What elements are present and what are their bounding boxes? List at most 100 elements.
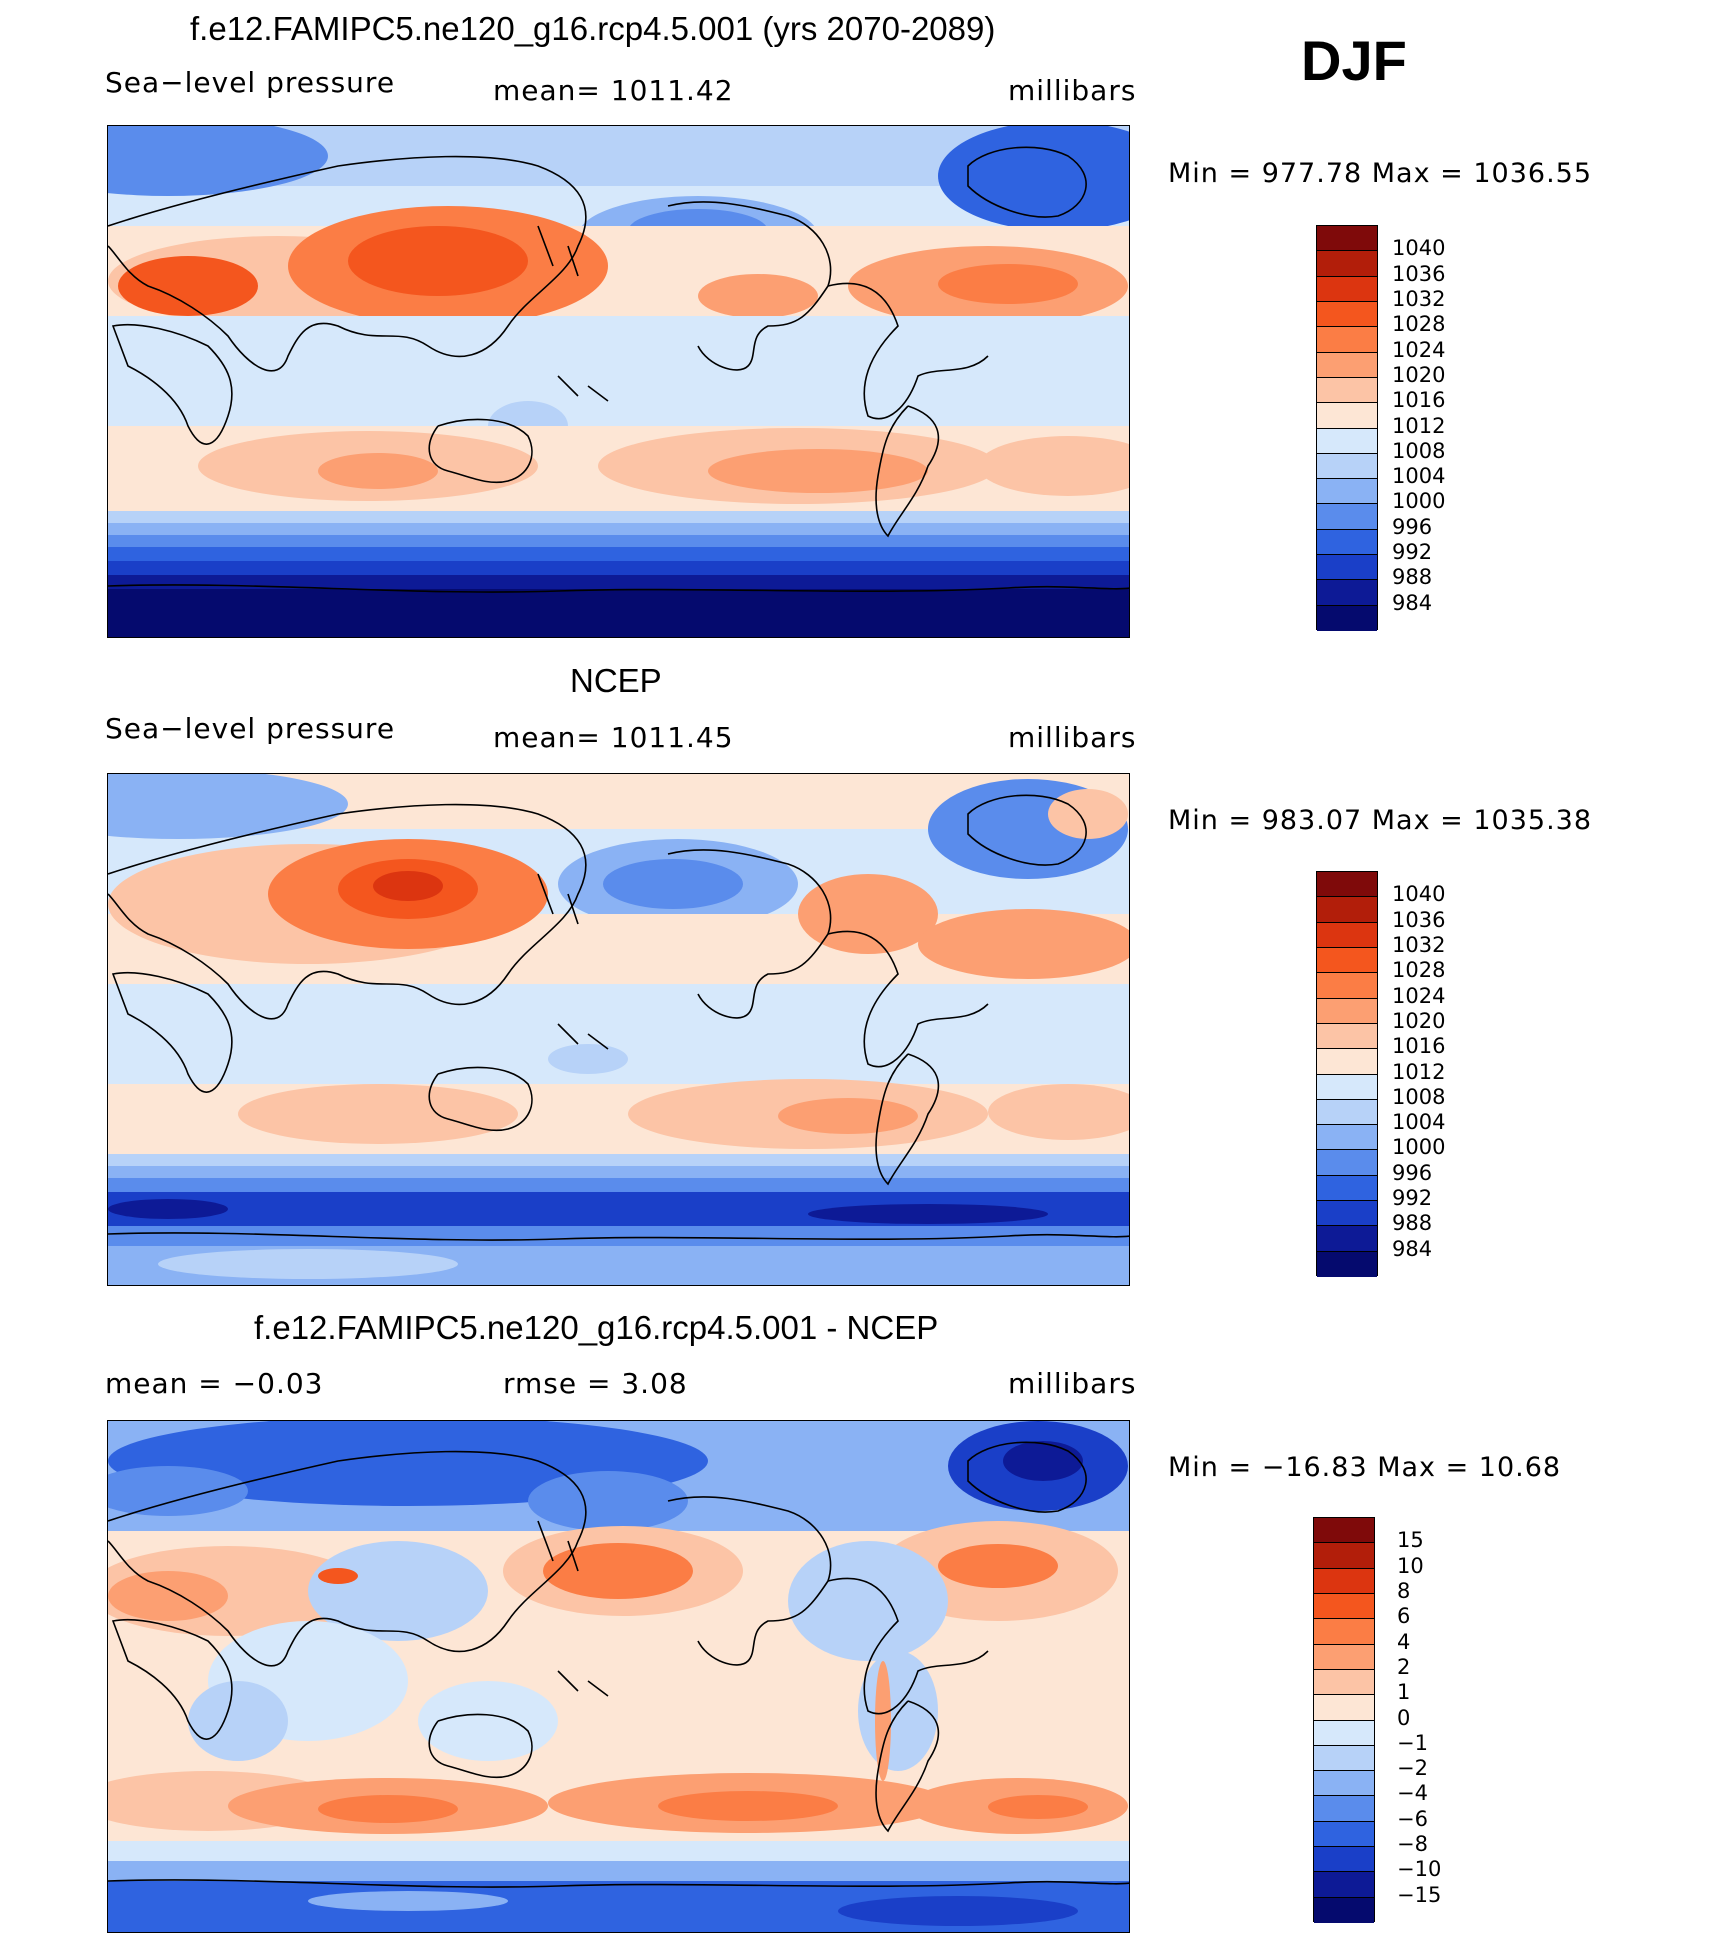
colorbar-segment <box>1314 1593 1374 1620</box>
colorbar-tick-label: 1016 <box>1392 388 1446 413</box>
colorbar-tick-label: 996 <box>1392 514 1433 539</box>
colorbar-segment <box>1314 1821 1374 1848</box>
colorbar-tick-label: 1032 <box>1392 286 1446 311</box>
colorbar-tick-label: 1 <box>1397 1680 1411 1705</box>
colorbar-tick-label: 1020 <box>1392 362 1446 387</box>
colorbar-segment <box>1317 1175 1377 1202</box>
colorbar-segment <box>1314 1796 1374 1822</box>
colorbar-tick-label: 1012 <box>1392 1059 1446 1084</box>
colorbar-tick-label: 1028 <box>1392 958 1446 983</box>
colorbar-tick-label: −6 <box>1397 1806 1428 1831</box>
colorbar-tick-label: 4 <box>1397 1629 1411 1654</box>
colorbar-segment <box>1314 1644 1374 1670</box>
colorbar-segment <box>1317 897 1377 923</box>
colorbar-tick-label: 1036 <box>1392 907 1446 932</box>
colorbar-tick-label: 0 <box>1397 1705 1411 1730</box>
colorbar-tick-label: 1040 <box>1392 882 1446 907</box>
colorbar-segment <box>1314 1695 1374 1721</box>
colorbar-tick-label: −4 <box>1397 1781 1428 1806</box>
colorbar-segment <box>1317 1074 1377 1100</box>
colorbar-tick-label: 1040 <box>1392 236 1446 261</box>
colorbar-segment <box>1317 529 1377 556</box>
colorbar-segment <box>1317 1099 1377 1126</box>
colorbar-segment <box>1317 453 1377 480</box>
colorbar-tick-label: 2 <box>1397 1654 1411 1679</box>
colorbar-tick-label: 1004 <box>1392 464 1446 489</box>
colorbar-segment <box>1314 1720 1374 1746</box>
colorbar-segment <box>1314 1745 1374 1772</box>
colorbar-tick-label: 1032 <box>1392 932 1446 957</box>
panel2-units-label: millibars <box>1008 721 1137 754</box>
season-label: DJF <box>1301 29 1407 92</box>
panel3-field <box>108 1421 1129 1932</box>
colorbar-segment <box>1314 1872 1374 1898</box>
panel2-variable-label: Sea−level pressure <box>105 712 396 745</box>
colorbar-tick-label: 1024 <box>1392 983 1446 1008</box>
colorbar-tick-label: −15 <box>1397 1882 1442 1907</box>
colorbar-segment <box>1314 1568 1374 1594</box>
colorbar-segment <box>1317 251 1377 277</box>
colorbar-segment <box>1317 580 1377 606</box>
colorbar-segment <box>1317 998 1377 1024</box>
colorbar-tick-label: 992 <box>1392 1186 1433 1211</box>
colorbar-segment <box>1314 1669 1374 1696</box>
colorbar-segment <box>1317 1049 1377 1075</box>
panel3-title: f.e12.FAMIPC5.ne120_g16.rcp4.5.001 - NCE… <box>254 1309 939 1346</box>
colorbar-tick-label: 1036 <box>1392 261 1446 286</box>
panel3-units-label: millibars <box>1008 1367 1137 1400</box>
panel1-variable-label: Sea−level pressure <box>105 66 396 99</box>
colorbar-tick-label: 1000 <box>1392 489 1446 514</box>
colorbar-segment <box>1317 428 1377 454</box>
colorbar-segment <box>1317 605 1377 631</box>
colorbar-segment <box>1314 1543 1374 1569</box>
panel2-colorbar <box>1316 871 1378 1277</box>
panel1-map <box>107 125 1130 638</box>
colorbar-segment <box>1317 327 1377 353</box>
panel3-map <box>107 1420 1130 1933</box>
colorbar-tick-label: 15 <box>1397 1528 1424 1553</box>
colorbar-tick-label: 8 <box>1397 1578 1411 1603</box>
colorbar-tick-label: 992 <box>1392 540 1433 565</box>
colorbar-segment <box>1317 377 1377 404</box>
colorbar-segment <box>1317 1150 1377 1176</box>
panel3-mean-label: mean = −0.03 <box>105 1367 324 1400</box>
colorbar-segment <box>1314 1897 1374 1923</box>
colorbar-segment <box>1317 1023 1377 1050</box>
colorbar-segment <box>1314 1619 1374 1645</box>
panel2-minmax: Min = 983.07 Max = 1035.38 <box>1168 805 1593 836</box>
panel1-minmax: Min = 977.78 Max = 1036.55 <box>1168 158 1593 189</box>
colorbar-tick-label: 1004 <box>1392 1110 1446 1135</box>
colorbar-segment <box>1317 504 1377 530</box>
panel1-mean-label: mean= 1011.42 <box>493 74 734 107</box>
colorbar-segment <box>1317 403 1377 429</box>
colorbar-tick-label: 6 <box>1397 1604 1411 1629</box>
colorbar-segment <box>1317 479 1377 505</box>
colorbar-segment <box>1317 1226 1377 1252</box>
colorbar-segment <box>1317 276 1377 302</box>
colorbar-tick-label: 1016 <box>1392 1034 1446 1059</box>
colorbar-tick-label: 996 <box>1392 1160 1433 1185</box>
colorbar-segment <box>1314 1771 1374 1797</box>
colorbar-segment <box>1317 1251 1377 1277</box>
colorbar-tick-label: 1020 <box>1392 1008 1446 1033</box>
panel2-field <box>108 774 1129 1285</box>
colorbar-tick-label: −10 <box>1397 1857 1442 1882</box>
panel3-rmse-label: rmse = 3.08 <box>503 1367 688 1400</box>
panel1-field <box>108 126 1129 637</box>
colorbar-segment <box>1317 872 1377 898</box>
colorbar-tick-label: 1008 <box>1392 438 1446 463</box>
colorbar-tick-label: 988 <box>1392 1211 1433 1236</box>
colorbar-segment <box>1314 1518 1374 1544</box>
colorbar-tick-label: 1000 <box>1392 1135 1446 1160</box>
panel1-units-label: millibars <box>1008 74 1137 107</box>
colorbar-tick-label: −2 <box>1397 1756 1428 1781</box>
colorbar-segment <box>1317 1125 1377 1151</box>
colorbar-tick-label: 984 <box>1392 590 1433 615</box>
panel1-colorbar <box>1316 225 1378 631</box>
panel2-mean-label: mean= 1011.45 <box>493 721 734 754</box>
colorbar-segment <box>1317 555 1377 581</box>
panel3-minmax: Min = −16.83 Max = 10.68 <box>1168 1452 1562 1483</box>
colorbar-tick-label: 1008 <box>1392 1084 1446 1109</box>
colorbar-segment <box>1317 226 1377 252</box>
colorbar-tick-label: 1028 <box>1392 312 1446 337</box>
